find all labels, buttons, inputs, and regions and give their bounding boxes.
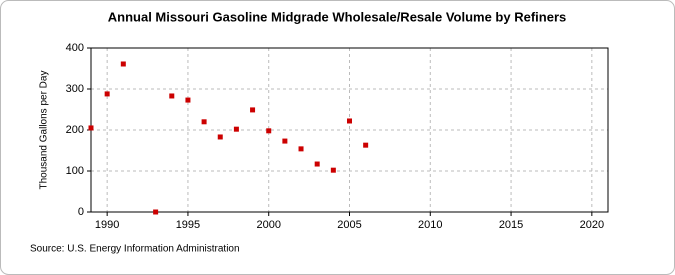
point: [217, 134, 223, 140]
x-tick-label: 2020: [580, 219, 604, 231]
point: [330, 167, 336, 173]
y-tick-label: 400: [66, 42, 84, 54]
x-tick-label: 1990: [95, 219, 119, 231]
x-tick-label: 1995: [176, 219, 200, 231]
point: [282, 138, 288, 144]
point: [266, 128, 272, 134]
point: [233, 126, 239, 132]
point: [250, 107, 256, 113]
x-tick-label: 2015: [499, 219, 523, 231]
point: [169, 93, 175, 99]
y-tick-label: 200: [66, 124, 84, 136]
point: [314, 161, 320, 167]
x-tick-label: 2000: [256, 219, 280, 231]
x-tick-label: 2010: [418, 219, 442, 231]
source: Source: U.S. Energy Information Administ…: [30, 244, 240, 255]
x-tick-label: 2005: [337, 219, 361, 231]
point: [88, 125, 94, 131]
point: [298, 146, 304, 152]
point: [347, 118, 352, 124]
y-tick-label: 300: [66, 83, 84, 95]
y-axis-label: Thousand Gallons per Day: [39, 71, 50, 190]
point: [363, 142, 369, 148]
point: [201, 119, 207, 125]
point: [120, 61, 126, 67]
point: [153, 209, 159, 215]
y-tick-label: 0: [78, 206, 84, 218]
y-tick-label: 100: [66, 165, 84, 177]
point: [185, 97, 191, 103]
chart-title: Annual Missouri Gasoline Midgrade Wholes…: [108, 9, 567, 24]
point: [104, 91, 110, 97]
